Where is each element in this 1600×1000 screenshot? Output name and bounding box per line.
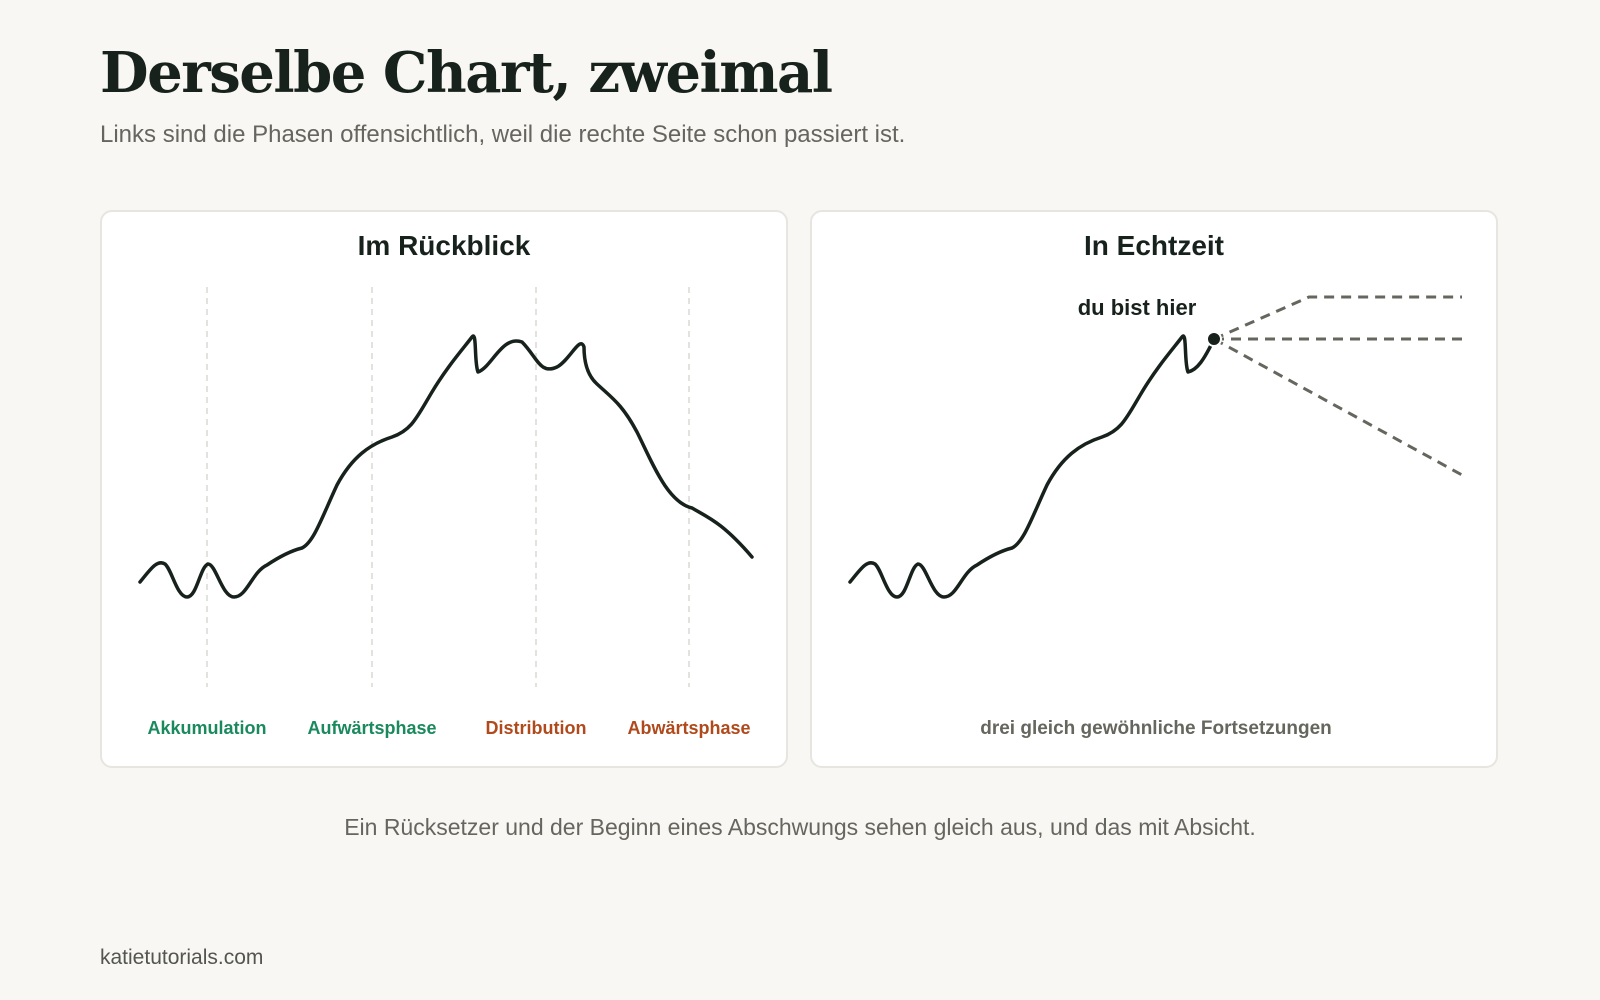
phase-label-abwaertsphase: Abwärtsphase <box>627 718 750 738</box>
footer-url: katietutorials.com <box>100 946 264 969</box>
panel-hindsight: Im Rückblick Akkumulation Aufwärtsphase … <box>100 210 788 768</box>
price-line-full <box>138 334 754 599</box>
page-title: Derselbe Chart, zweimal <box>100 40 833 106</box>
phase-label-distribution: Distribution <box>486 718 587 738</box>
phase-label-akkumulation: Akkumulation <box>147 718 266 738</box>
bottom-caption: Ein Rücksetzer und der Beginn eines Absc… <box>344 814 1256 840</box>
hindsight-chart: Akkumulation Aufwärtsphase Distribution … <box>138 287 754 738</box>
projection-note: drei gleich gewöhnliche Fortsetzungen <box>980 718 1332 739</box>
marker-label: du bist hier <box>1078 295 1197 320</box>
realtime-chart: du bist hier drei gleich gewöhnliche For… <box>848 295 1463 739</box>
panel-realtime-title: In Echtzeit <box>1083 230 1224 261</box>
projection-up <box>1213 295 1462 341</box>
panel-hindsight-title: Im Rückblick <box>357 230 531 261</box>
current-position-marker <box>1206 331 1222 347</box>
projection-down <box>1213 337 1463 477</box>
price-line-partial <box>848 334 1216 599</box>
phase-label-aufwaertsphase: Aufwärtsphase <box>307 718 436 738</box>
page-subtitle: Links sind die Phasen offensichtlich, we… <box>100 121 906 148</box>
panel-realtime: In Echtzeit du bist hier drei gleich gew… <box>810 210 1498 768</box>
